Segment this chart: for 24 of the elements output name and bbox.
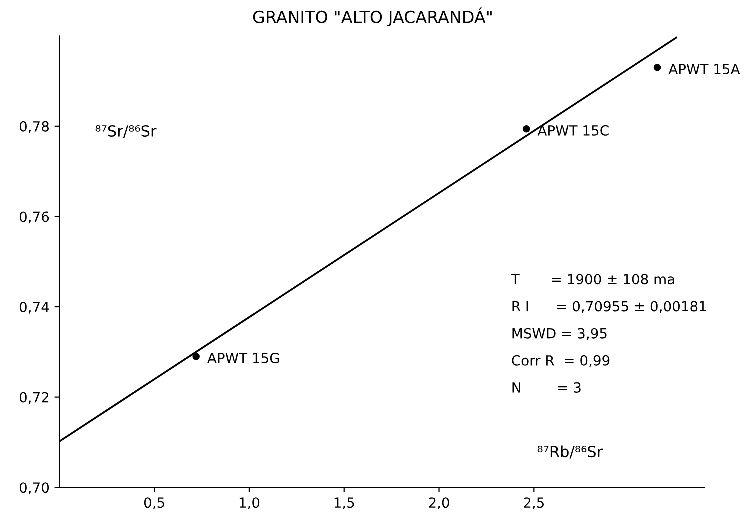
x-axis-title: ⁸⁷Rb/⁸⁶Sr xyxy=(538,446,604,459)
annotation: MSWD = 3,95 xyxy=(512,328,607,340)
annotation: APWT 15C xyxy=(538,125,609,136)
x-tick-label: 2,0 xyxy=(429,498,450,510)
y-tick-label: 0,76 xyxy=(20,212,50,224)
x-tick-label: 0,5 xyxy=(144,498,164,510)
annotation: T = 1900 ± 108 ma xyxy=(511,274,674,285)
x-tick-label: 1,0 xyxy=(240,498,260,510)
chart-title: GRANITO "ALTO JACARANDÁ" xyxy=(253,8,492,27)
y-tick-label: 0,74 xyxy=(20,302,50,314)
point xyxy=(654,64,662,72)
y-tick-label: 0,70 xyxy=(20,482,50,495)
point xyxy=(522,125,530,133)
point xyxy=(192,353,200,360)
y-tick-label: 0,72 xyxy=(20,392,49,404)
annotation: APWT 15A xyxy=(668,64,740,75)
y-tick-label: 0,78 xyxy=(20,121,50,134)
annotation: R I = 0,70955 ± 0,00181 xyxy=(512,301,706,314)
y-axis-title: ⁸⁷Sr/⁸⁶Sr xyxy=(96,125,157,138)
annotation: APWT 15G xyxy=(208,352,280,364)
x-tick-label: 1,5 xyxy=(334,498,354,510)
annotation: N = 3 xyxy=(512,382,581,394)
x-tick-label: 2,5 xyxy=(524,498,544,510)
annotation: Corr R = 0,99 xyxy=(512,355,610,368)
